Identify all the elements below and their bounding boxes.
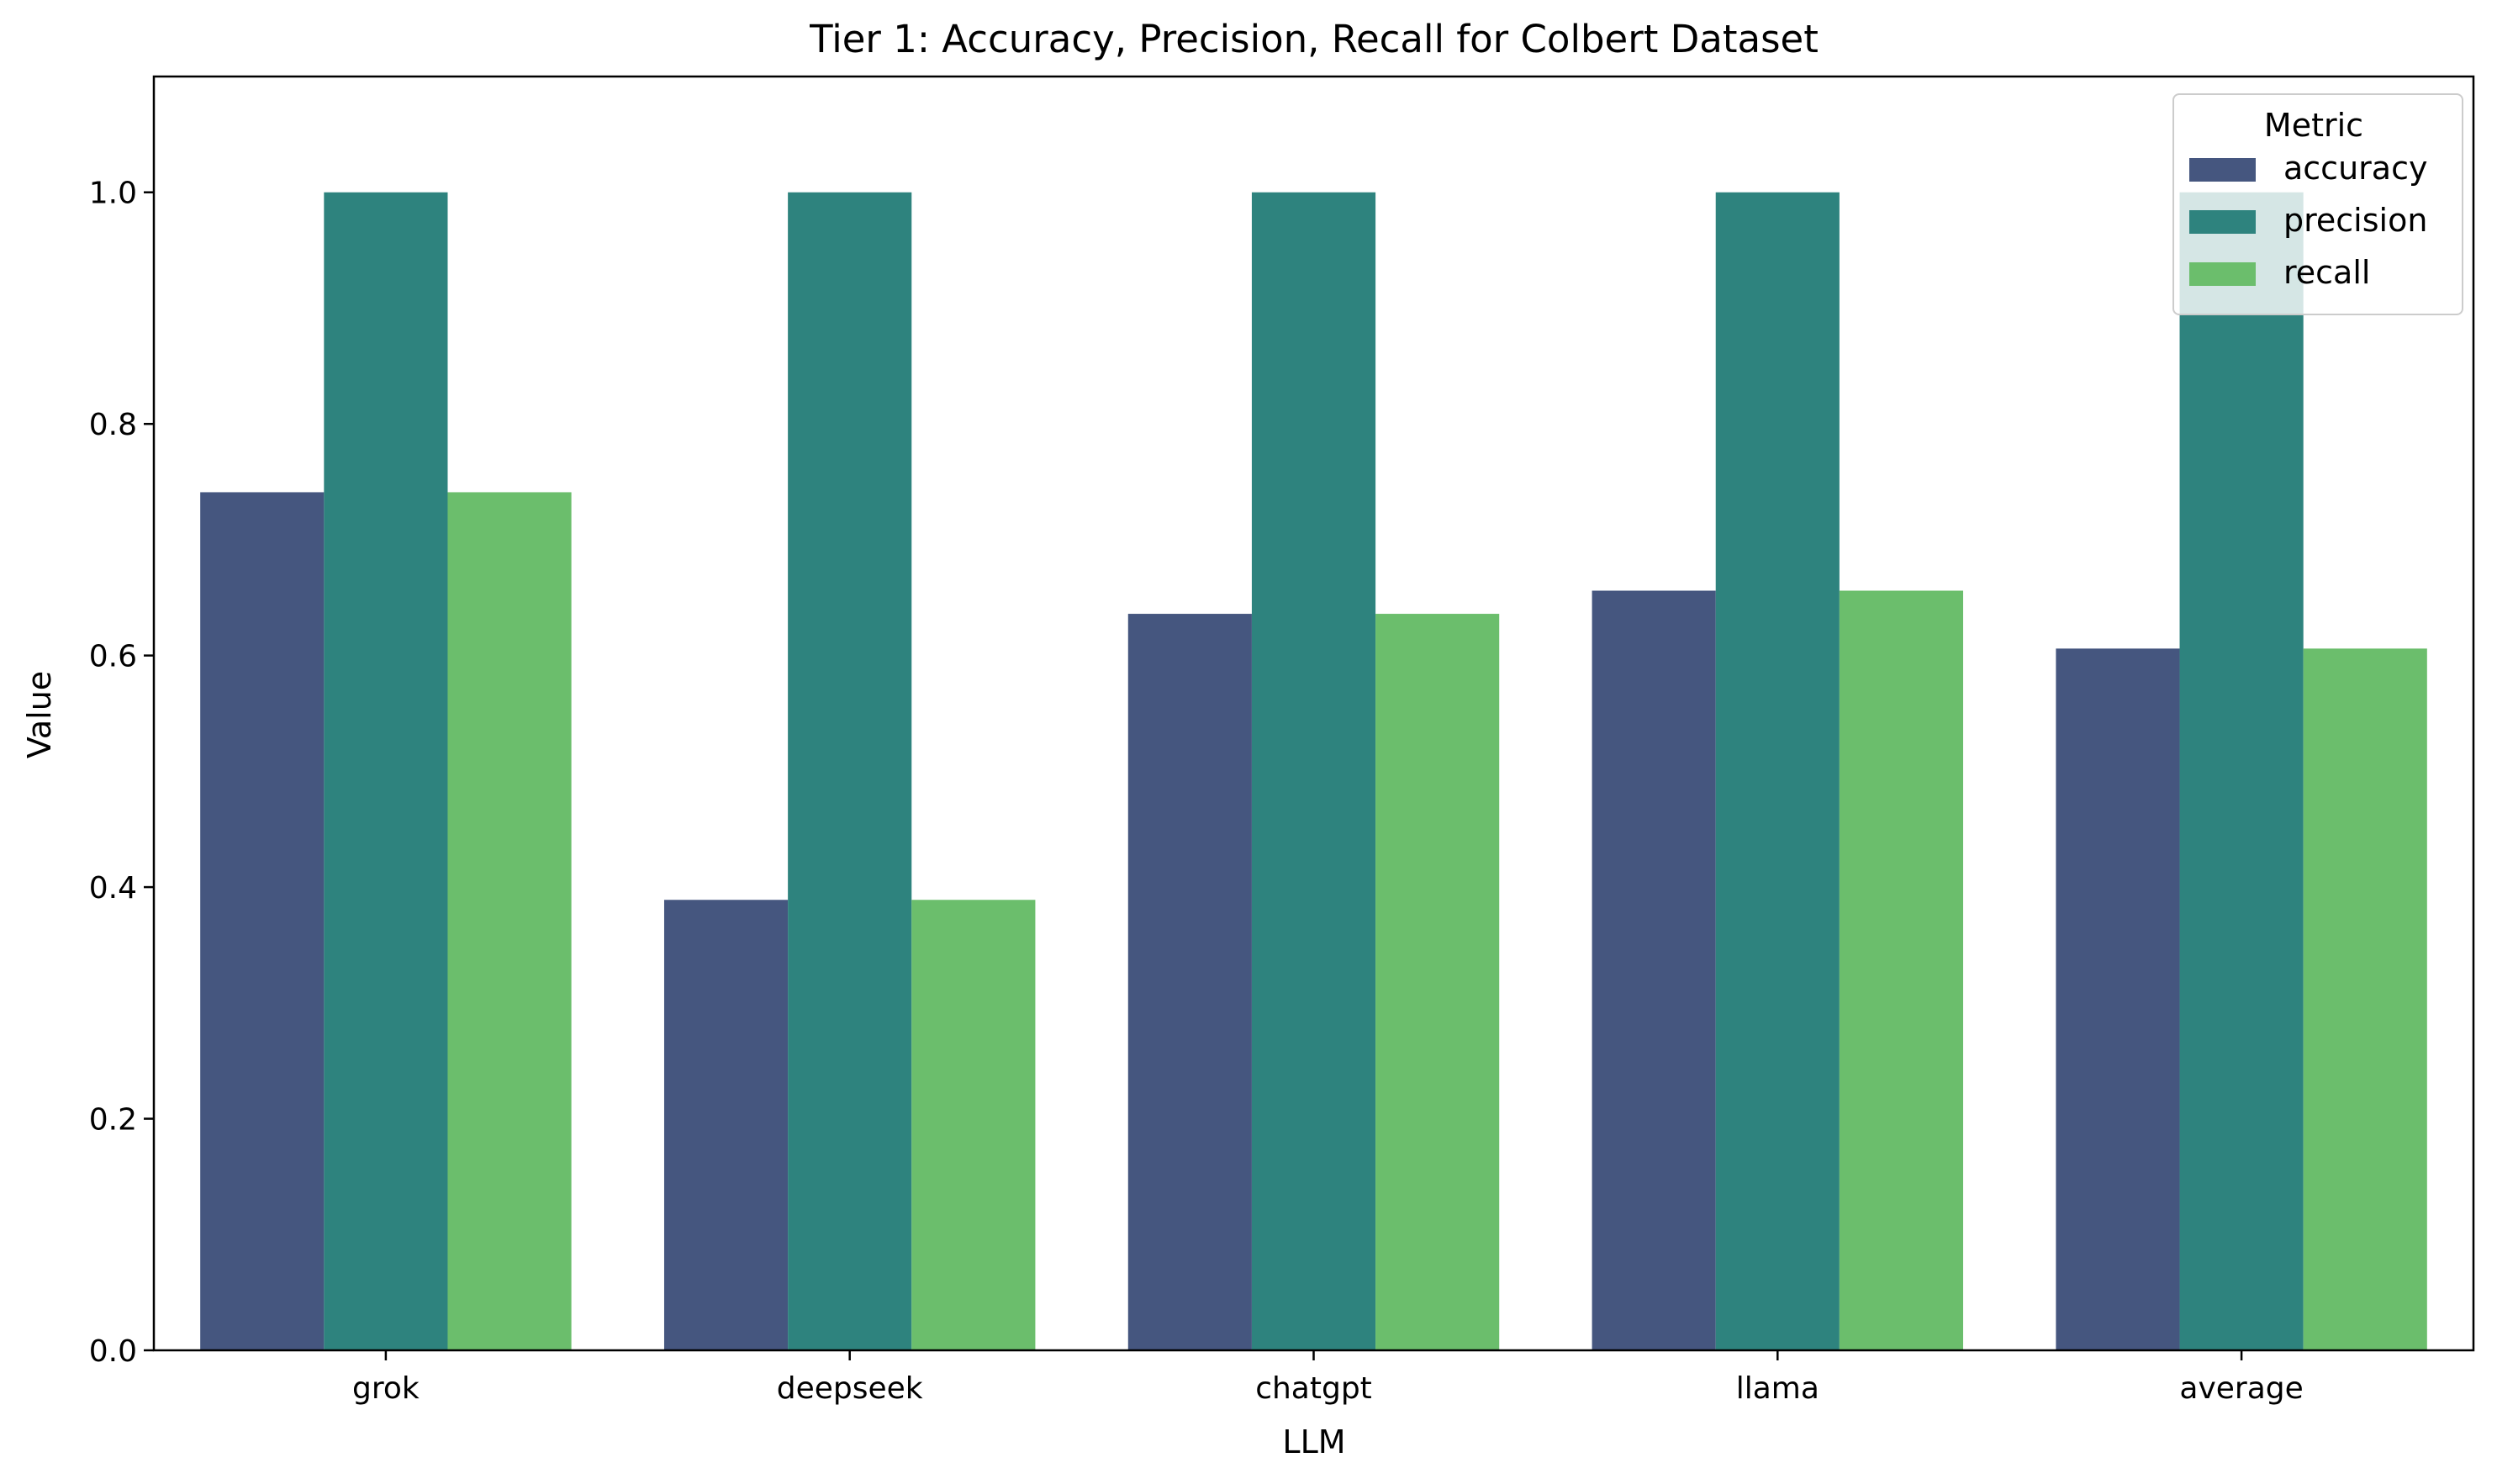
chart-title: Tier 1: Accuracy, Precision, Recall for … [809, 17, 1819, 61]
x-tick-label-llama: llama [1736, 1371, 1819, 1406]
bar-deepseek-recall [911, 900, 1036, 1350]
bar-grok-precision [324, 192, 448, 1351]
legend-swatch-precision [2189, 210, 2256, 234]
plot-frame [152, 75, 2475, 1352]
legend-label-precision: precision [2283, 202, 2427, 239]
x-tick-label-deepseek: deepseek [777, 1371, 923, 1406]
x-tick-label-chatgpt: chatgpt [1255, 1371, 1372, 1406]
bar-grok-recall [447, 492, 572, 1350]
y-axis-ticks: 0.0 0.2 0.4 0.6 0.8 1.0 [89, 177, 154, 1369]
legend-swatch-accuracy [2189, 158, 2256, 182]
x-tick-label-average: average [2179, 1371, 2303, 1406]
y-tick-label: 1.0 [89, 177, 137, 211]
legend-label-accuracy: accuracy [2283, 150, 2427, 187]
bar-average-recall [2303, 648, 2427, 1350]
legend-frame [2172, 93, 2463, 315]
y-tick-label: 0.6 [89, 640, 137, 674]
bar-average-precision [2179, 192, 2304, 1351]
bar-chatgpt-precision [1251, 192, 1376, 1351]
bar-grok-accuracy [200, 492, 325, 1350]
y-tick-label: 0.2 [89, 1103, 137, 1138]
bar-chatgpt-accuracy [1127, 614, 1252, 1350]
bar-llama-accuracy [1592, 590, 1716, 1350]
bar-chatgpt-recall [1375, 614, 1500, 1350]
x-tick-label-grok: grok [352, 1371, 420, 1406]
bar-llama-precision [1715, 192, 1840, 1351]
legend-swatch-recall [2189, 262, 2256, 286]
y-axis-label: Value [21, 671, 58, 758]
y-tick-label: 0.0 [89, 1334, 137, 1369]
bar-deepseek-accuracy [663, 900, 789, 1350]
bar-llama-recall [1839, 590, 1964, 1350]
legend: Metric accuracy precision recall [2172, 93, 2463, 315]
x-axis-ticks: grok deepseek chatgpt llama average [352, 1350, 2304, 1406]
legend-label-recall: recall [2283, 254, 2370, 291]
y-tick-label: 0.4 [89, 871, 137, 906]
y-tick-label: 0.8 [89, 408, 137, 442]
bar-average-accuracy [2056, 648, 2180, 1350]
x-axis-label: LLM [1282, 1423, 1345, 1460]
legend-items: accuracy precision recall [2189, 150, 2427, 291]
bar-deepseek-precision [788, 192, 912, 1351]
bars-group [200, 192, 2427, 1351]
legend-title: Metric [2264, 107, 2363, 144]
